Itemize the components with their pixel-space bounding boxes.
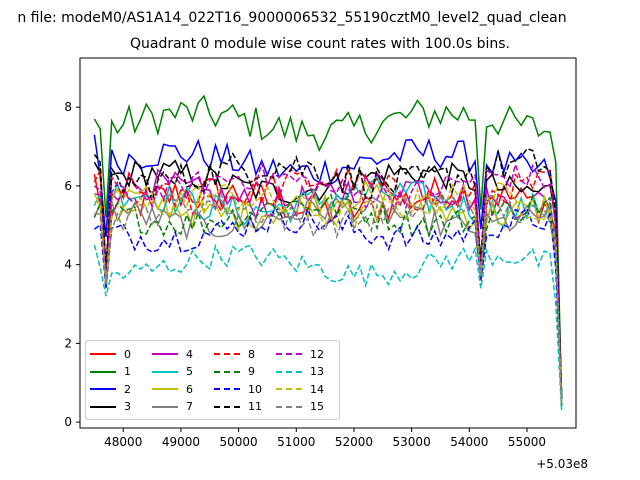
series-line-9 <box>93 193 563 407</box>
x-tick-label: 48000 <box>104 435 142 449</box>
legend-swatch <box>152 353 178 355</box>
legend-label: 4 <box>186 347 193 361</box>
legend-item-7: 7 <box>152 400 193 414</box>
legend-label: 13 <box>310 365 324 378</box>
chart-title: Quadrant 0 module wise count rates with … <box>130 36 510 52</box>
series-line-11 <box>93 147 563 399</box>
y-tick-label: 2 <box>64 336 72 350</box>
series-line-14 <box>94 182 563 403</box>
legend-swatch <box>152 388 178 390</box>
legend-label: 11 <box>248 400 262 413</box>
legend-swatch <box>214 370 240 373</box>
legend-swatch <box>90 353 116 355</box>
x-tick-label: 52000 <box>335 435 373 449</box>
series-line-1 <box>93 94 563 399</box>
legend-label: 9 <box>248 365 255 378</box>
legend-label: 7 <box>186 400 193 413</box>
figure-suptitle: n file: modeM0/AS1A14_022T16_9000006532_… <box>0 10 640 26</box>
legend-item-3: 3 <box>90 400 131 414</box>
legend-label: 8 <box>248 347 255 361</box>
suptitle-text: n file: modeM0/AS1A14_022T16_9000006532_… <box>17 10 567 26</box>
x-tick-label: 55000 <box>508 435 546 449</box>
legend-item-8: 8 <box>214 347 255 361</box>
legend-swatch <box>276 405 302 408</box>
y-tick-label: 4 <box>64 258 72 272</box>
series-line-13 <box>93 243 563 411</box>
legend-label: 12 <box>310 347 324 361</box>
legend-item-15: 15 <box>276 400 324 414</box>
legend-label: 14 <box>310 382 324 396</box>
legend-swatch <box>214 388 240 390</box>
legend-swatch <box>276 353 302 355</box>
x-tick-label: 53000 <box>393 435 431 449</box>
series-line-12 <box>93 160 563 403</box>
legend-swatch <box>90 405 116 408</box>
axes-frame <box>79 57 577 429</box>
legend-item-1: 1 <box>90 365 131 379</box>
legend-item-6: 6 <box>152 382 193 396</box>
legend-item-0: 0 <box>90 347 131 361</box>
legend-item-10: 10 <box>214 382 262 396</box>
legend-label: 3 <box>124 400 131 413</box>
y-tick-label: 6 <box>64 179 72 193</box>
legend-label: 5 <box>186 365 193 378</box>
legend-label: 10 <box>248 382 262 396</box>
plot-lines <box>93 94 563 411</box>
legend-swatch <box>214 353 240 355</box>
y-tick-label: 0 <box>64 415 72 429</box>
legend: 0 1 2 3 4 5 6 7 8 9 10 11 12 13 14 15 <box>85 340 340 420</box>
legend-swatch <box>90 388 116 390</box>
series-line-10 <box>93 207 563 403</box>
x-tick-label: 49000 <box>162 435 200 449</box>
legend-label: 0 <box>124 347 131 361</box>
x-tick-label: 50000 <box>220 435 258 449</box>
legend-item-2: 2 <box>90 382 131 396</box>
legend-item-9: 9 <box>214 365 255 379</box>
legend-label: 15 <box>310 400 324 413</box>
series-line-2 <box>93 134 563 399</box>
legend-swatch <box>214 405 240 408</box>
axis-ticks: 48000 49000 50000 51000 52000 53000 54000 55000… <box>64 100 588 471</box>
legend-swatch <box>276 370 302 373</box>
legend-label: 1 <box>124 365 131 378</box>
legend-swatch <box>152 370 178 373</box>
x-tick-label: 54000 <box>450 435 488 449</box>
legend-item-4: 4 <box>152 347 193 361</box>
series-line-15 <box>94 190 563 403</box>
x-tick-label: 51000 <box>277 435 315 449</box>
legend-item-12: 12 <box>276 347 324 361</box>
x-offset-label: +5.03e8 <box>536 457 588 471</box>
legend-label: 2 <box>124 382 131 396</box>
legend-item-14: 14 <box>276 382 324 396</box>
legend-swatch <box>90 370 116 373</box>
y-tick-label: 8 <box>64 100 72 114</box>
legend-swatch <box>152 405 178 408</box>
legend-swatch <box>276 388 302 390</box>
legend-label: 6 <box>186 382 193 396</box>
legend-item-5: 5 <box>152 365 193 379</box>
legend-item-11: 11 <box>214 400 262 414</box>
legend-item-13: 13 <box>276 365 324 379</box>
